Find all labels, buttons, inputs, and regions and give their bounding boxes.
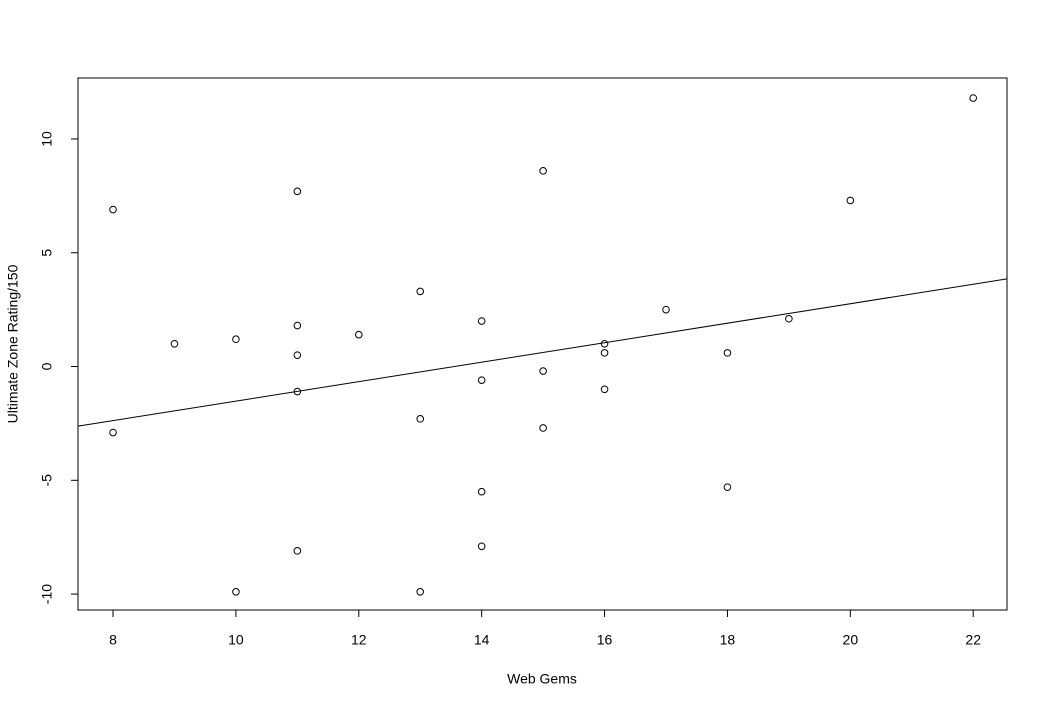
point <box>723 349 732 357</box>
point <box>846 196 855 205</box>
x-tick-label: 14 <box>474 632 490 648</box>
point <box>477 317 486 325</box>
point <box>354 330 363 339</box>
point <box>477 542 486 551</box>
point <box>416 287 425 296</box>
y-axis-label: Ultimate Zone Rating/150 <box>5 264 21 423</box>
point <box>662 305 670 314</box>
y-tick-label: 10 <box>39 131 55 147</box>
point <box>539 424 547 432</box>
point <box>170 339 179 348</box>
x-tick-label: 22 <box>965 632 981 648</box>
point <box>293 187 302 196</box>
point <box>232 335 240 344</box>
point <box>109 428 117 437</box>
point <box>600 349 609 357</box>
point <box>785 314 793 323</box>
point <box>600 339 609 348</box>
x-tick-label: 16 <box>597 632 613 648</box>
point <box>539 367 547 375</box>
point <box>723 483 732 491</box>
point <box>539 167 547 175</box>
y-tick-label: -10 <box>39 584 55 604</box>
point <box>232 587 240 596</box>
point <box>293 321 302 330</box>
point <box>600 385 609 394</box>
point <box>416 587 425 596</box>
y-tick-label: 0 <box>39 362 55 370</box>
point <box>477 376 486 384</box>
y-tick-label: 5 <box>39 249 55 257</box>
x-tick-label: 12 <box>351 632 367 648</box>
point <box>109 205 117 214</box>
point <box>477 487 486 496</box>
x-tick-label: 10 <box>228 632 244 648</box>
x-axis-label: Web Gems <box>507 671 577 687</box>
x-tick-label: 8 <box>109 632 117 648</box>
point <box>293 351 302 359</box>
point <box>969 94 978 102</box>
point <box>416 415 425 423</box>
plot-frame <box>77 77 1008 611</box>
x-tick-label: 20 <box>843 632 859 648</box>
point <box>293 387 302 396</box>
y-tick-label: -5 <box>39 474 55 487</box>
regression-line <box>77 278 1008 427</box>
point <box>293 547 302 555</box>
x-tick-label: 18 <box>720 632 736 648</box>
